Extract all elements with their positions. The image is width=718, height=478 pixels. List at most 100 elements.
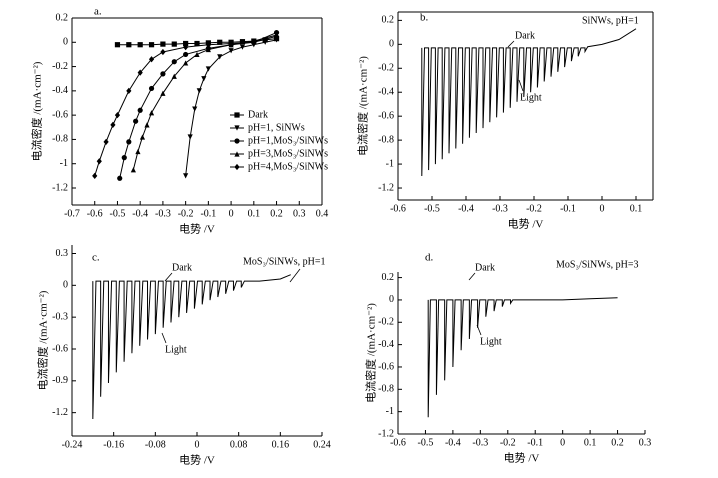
x-tick-label: 0.1 xyxy=(584,437,597,448)
x-tick-label: -0.5 xyxy=(424,203,440,214)
annotation: MoS₃/SiNWs, pH=1 xyxy=(243,256,325,267)
x-axis-label: 电势 /V xyxy=(179,223,215,236)
y-tick-label: 0.2 xyxy=(56,12,69,23)
marker xyxy=(148,56,155,63)
y-tick-label: 0.3 xyxy=(56,248,69,259)
legend-label: pH=3,MoS₃/SiNWs xyxy=(248,148,328,159)
y-tick-label: 0.2 xyxy=(382,15,395,26)
annotation: Dark xyxy=(515,30,535,41)
data-line xyxy=(185,39,277,176)
y-tick-label: -0.2 xyxy=(378,63,394,74)
x-tick-label: 0 xyxy=(600,203,605,214)
marker xyxy=(110,121,116,128)
y-tick-label: -1.2 xyxy=(378,428,394,439)
annotation: Dark xyxy=(475,262,495,273)
y-tick-label: -1 xyxy=(386,406,394,417)
y-axis-label: 电流密度 /(mA·cm⁻²) xyxy=(30,61,44,161)
x-tick-label: -0.16 xyxy=(103,439,124,450)
y-tick-label: -0.4 xyxy=(378,87,394,98)
annotation: Light xyxy=(480,336,502,347)
x-tick-label: -0.4 xyxy=(458,203,474,214)
y-tick-label: -0.6 xyxy=(378,361,394,372)
marker xyxy=(126,139,132,145)
marker xyxy=(133,118,139,124)
marker xyxy=(137,42,143,48)
marker xyxy=(183,173,189,179)
y-tick-label: -0.2 xyxy=(52,61,68,72)
marker xyxy=(251,39,257,46)
panel-label: b. xyxy=(420,12,429,24)
panel-label: d. xyxy=(425,252,434,264)
annotation: Light xyxy=(520,92,542,103)
x-tick-label: 0.2 xyxy=(611,437,624,448)
marker xyxy=(126,87,132,94)
x-tick-label: -0.5 xyxy=(110,208,126,219)
marker xyxy=(194,51,200,58)
x-tick-label: -0.4 xyxy=(445,437,461,448)
x-tick-label: 0.24 xyxy=(313,439,331,450)
y-axis-label: 电流密度 /(mA·cm⁻²) xyxy=(356,56,370,156)
marker xyxy=(183,60,189,66)
x-tick-label: -0.2 xyxy=(178,208,194,219)
x-tick-label: -0.08 xyxy=(145,439,166,450)
marker xyxy=(228,48,234,54)
y-tick-label: -1.2 xyxy=(52,182,68,193)
marker xyxy=(117,175,123,181)
marker xyxy=(192,106,198,112)
marker xyxy=(273,37,280,43)
annotation: Dark xyxy=(172,262,192,273)
x-tick-label: -0.1 xyxy=(527,437,543,448)
y-tick-label: -0.9 xyxy=(52,375,68,386)
data-line xyxy=(421,28,637,177)
x-tick-label: -0.6 xyxy=(390,437,406,448)
x-tick-label: -0.3 xyxy=(492,203,508,214)
leader-line xyxy=(289,268,301,283)
marker xyxy=(171,73,177,79)
x-tick-label: -0.2 xyxy=(526,203,542,214)
marker xyxy=(160,48,166,56)
marker xyxy=(228,40,234,47)
marker xyxy=(205,66,211,72)
x-tick-label: 0.3 xyxy=(639,437,652,448)
x-axis-label: 电势 /V xyxy=(508,218,544,231)
marker xyxy=(137,69,143,76)
marker xyxy=(148,110,155,116)
leader-line xyxy=(518,79,524,92)
y-tick-label: 0.2 xyxy=(382,272,395,283)
annotation: MoS₃/SiNWs, pH=3 xyxy=(556,259,638,270)
legend-label: Dark xyxy=(248,109,268,120)
x-tick-label: -0.6 xyxy=(87,208,103,219)
marker xyxy=(217,39,223,45)
marker xyxy=(183,44,189,51)
y-tick-label: -0.8 xyxy=(378,384,394,395)
marker xyxy=(96,158,102,165)
marker xyxy=(262,39,268,45)
x-tick-label: 0.2 xyxy=(270,208,283,219)
x-tick-label: 0.3 xyxy=(293,208,306,219)
legend-marker xyxy=(234,163,240,171)
marker xyxy=(205,41,211,48)
x-tick-label: -0.7 xyxy=(64,208,80,219)
marker xyxy=(148,42,155,48)
marker xyxy=(160,71,166,77)
y-tick-label: -0.6 xyxy=(378,110,394,121)
y-tick-label: -0.6 xyxy=(52,109,68,120)
x-tick-label: 0.4 xyxy=(316,208,329,219)
marker xyxy=(239,39,246,45)
marker xyxy=(160,41,166,47)
marker xyxy=(273,33,280,40)
y-tick-label: -0.6 xyxy=(52,343,68,354)
marker xyxy=(130,167,136,173)
legend-marker xyxy=(234,112,240,118)
y-tick-label: -1.2 xyxy=(52,407,68,418)
x-tick-label: -0.24 xyxy=(62,439,83,450)
marker xyxy=(139,134,146,140)
marker xyxy=(103,138,109,145)
marker xyxy=(183,40,189,47)
marker xyxy=(148,85,155,92)
data-line xyxy=(427,297,618,418)
annotation: Light xyxy=(165,344,187,355)
leader-line xyxy=(468,272,476,281)
x-tick-label: 0.1 xyxy=(630,203,643,214)
legend-marker xyxy=(234,138,240,144)
